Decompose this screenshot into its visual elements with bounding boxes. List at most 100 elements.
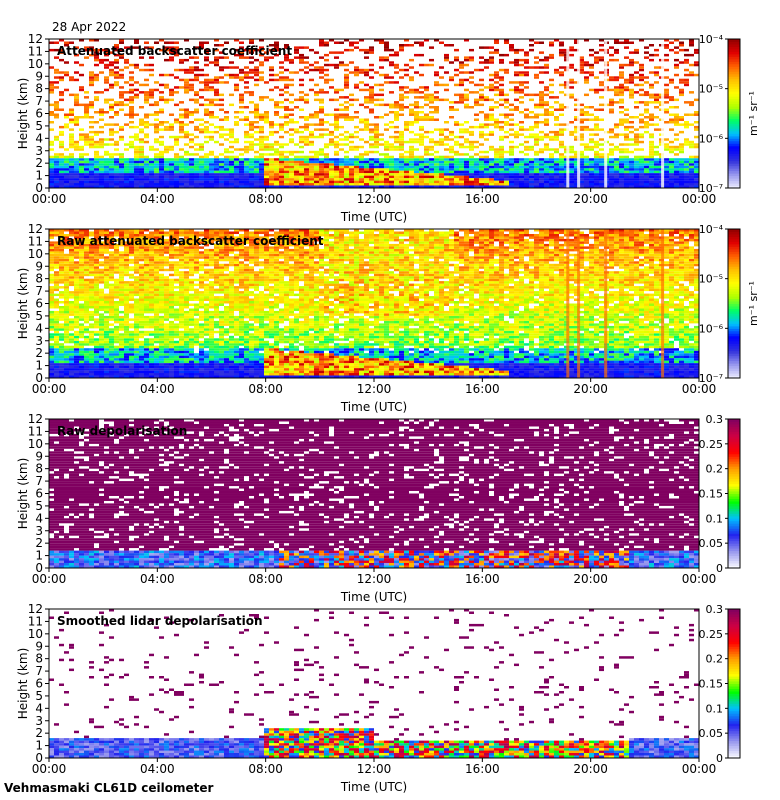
heatmap-cell [214,183,219,186]
heatmap-cell [214,93,219,97]
heatmap-cell [94,168,99,171]
heatmap-cell [74,238,79,242]
heatmap-cell [119,125,124,129]
heatmap-cell [179,121,184,124]
heatmap-cell [94,53,99,57]
heatmap-cell [689,140,694,144]
heatmap-cell [159,48,164,52]
heatmap-cell [79,168,84,171]
heatmap-cell [54,116,59,119]
heatmap-cell [119,301,124,304]
heatmap-cell [154,41,159,44]
colorbar-segment [728,39,740,42]
heatmap-cell [114,313,119,316]
heatmap-cell [349,168,354,171]
heatmap-cell [534,56,539,59]
heatmap-cell [109,73,114,77]
heatmap-cell [544,173,549,176]
heatmap-cell [544,168,549,171]
heatmap-cell [69,253,74,257]
heatmap-cell [194,61,199,64]
heatmap-cell [59,338,64,341]
heatmap-cell [84,273,89,277]
heatmap-cell [114,263,119,267]
heatmap-cell [74,283,79,287]
heatmap-cell [59,78,64,82]
heatmap-cell [534,73,539,77]
heatmap-cell [219,76,224,79]
heatmap-cell [64,183,69,186]
heatmap-cell [669,96,674,99]
heatmap-cell [349,140,354,144]
heatmap-cell [529,111,534,114]
heatmap-cell [144,173,149,176]
heatmap-cell [354,145,359,149]
heatmap-cell [439,173,444,176]
heatmap-cell [584,143,589,146]
heatmap-cell [569,148,574,151]
heatmap-cell [114,66,119,69]
heatmap-cell [499,173,504,176]
heatmap-cell [184,153,189,156]
heatmap-cell [104,238,109,242]
heatmap-cell [609,98,614,102]
heatmap-cell [54,266,59,269]
heatmap-cell [544,108,549,111]
heatmap-cell [474,98,479,102]
heatmap-cell [429,163,434,166]
heatmap-cell [649,143,654,146]
heatmap-cell [514,71,519,74]
heatmap-cell [209,81,214,84]
heatmap-cell [159,175,164,179]
heatmap-cell [439,128,444,131]
heatmap-cell [264,118,269,121]
heatmap-cell [629,130,634,134]
heatmap-cell [524,113,529,116]
heatmap-cell [449,175,454,179]
heatmap-cell [249,125,254,129]
heatmap-cell [334,180,339,184]
heatmap-cell [449,116,454,119]
heatmap-cell [639,93,644,97]
heatmap-cell [219,118,224,121]
heatmap-cell [679,78,684,82]
heatmap-cell [559,133,564,136]
heatmap-cell [84,271,89,274]
heatmap-cell [154,158,159,161]
heatmap-cell [244,160,249,164]
heatmap-cell [174,68,179,72]
heatmap-cell [404,158,409,161]
heatmap-cell [59,130,64,134]
heatmap-cell [484,66,489,69]
heatmap-cell [134,185,139,188]
colorbar-segment [728,76,740,80]
heatmap-cell [324,81,329,84]
heatmap-cell [64,125,69,129]
heatmap-cell [479,160,484,164]
heatmap-cell [694,135,699,139]
heatmap-cell [689,123,694,126]
heatmap-cell [209,163,214,166]
heatmap-cell [179,148,184,151]
heatmap-cell [139,185,144,188]
heatmap-cell [354,111,359,114]
heatmap-cell [159,111,164,114]
heatmap-cell [104,373,109,376]
heatmap-cell [134,165,139,169]
heatmap-cell [244,123,249,126]
heatmap-cell [259,39,264,42]
heatmap-cell [354,155,359,159]
heatmap-cell [434,81,439,84]
heatmap-cell [549,175,554,179]
heatmap-cell [84,266,89,269]
heatmap-cell [134,113,139,116]
heatmap-cell [499,98,504,102]
heatmap-cell [99,363,104,366]
heatmap-cell [559,108,564,111]
heatmap-cell [349,145,354,149]
heatmap-cell [684,175,689,179]
heatmap-cell [374,140,379,144]
heatmap-cell [634,163,639,166]
heatmap-cell [109,353,114,356]
heatmap-cell [274,123,279,126]
